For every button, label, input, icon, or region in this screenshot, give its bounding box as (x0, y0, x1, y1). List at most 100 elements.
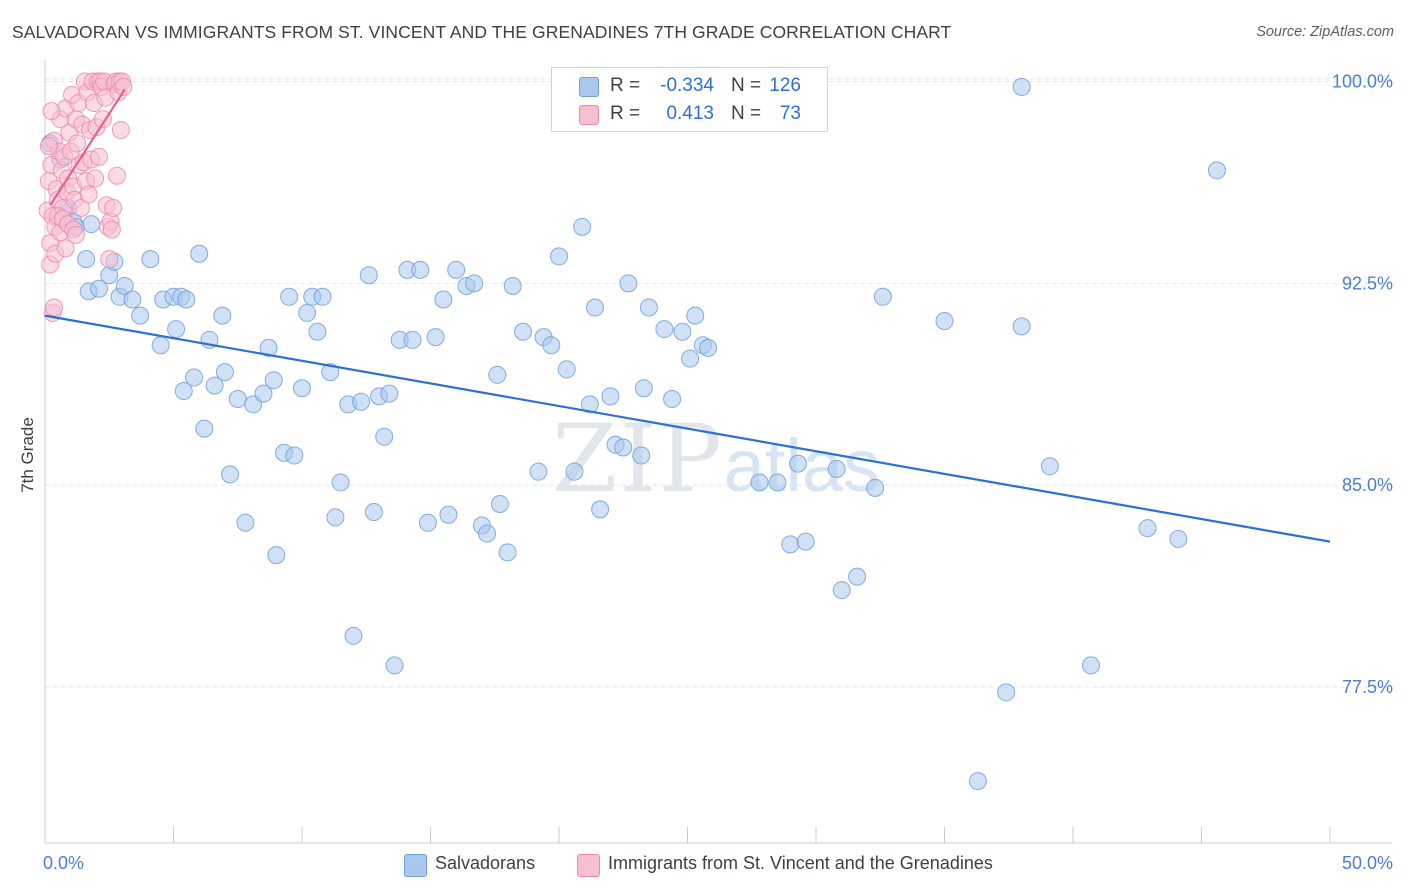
st-vincent-point (42, 102, 61, 121)
salvadoran-point (298, 303, 317, 322)
salvadoran-point (380, 384, 399, 403)
salvadoran-point (827, 459, 846, 478)
salvadoran-point (82, 215, 101, 234)
salvadoran-point (326, 508, 345, 527)
salvadoran-point (634, 379, 653, 398)
salvadoran-point (873, 287, 892, 306)
salvadoran-point (1012, 77, 1031, 96)
salvadoran-point (565, 462, 584, 481)
salvadoran-point (997, 683, 1016, 702)
salvadoran-point (375, 427, 394, 446)
salvadoran-point (935, 312, 954, 330)
salvadoran-point (1138, 519, 1157, 538)
salvadoran-point (465, 274, 484, 293)
salvadoran-point (601, 387, 620, 406)
n-label: N = (731, 103, 762, 124)
salvadoran-point (768, 473, 787, 492)
salvadoran-point (490, 494, 509, 513)
st-vincent-point (71, 198, 90, 217)
salvadoran-trend-line (44, 314, 1331, 543)
salvadoran-point (585, 298, 604, 317)
legend-item-salvadorans[interactable]: Salvadorans (404, 852, 604, 878)
salvadoran-point (434, 290, 453, 309)
legend-label: Immigrants from St. Vincent and the Gren… (608, 853, 993, 873)
r-label: R = (610, 75, 641, 96)
salvadoran-point (177, 290, 196, 309)
points-layer (38, 72, 1226, 791)
y-tick-label: 92.5% (1342, 273, 1393, 293)
salvadoran-point (185, 368, 204, 387)
y-tick-label: 85.0% (1342, 475, 1393, 495)
salvadoran-point (254, 384, 273, 403)
salvadoran-point (426, 328, 445, 347)
salvadoran-point (190, 244, 209, 263)
salvadoran-point (573, 217, 592, 236)
salvadoran-point (236, 513, 255, 532)
salvadoran-point (285, 446, 304, 465)
x-tick-label: 50.0% (1342, 853, 1393, 873)
salvadoran-point (359, 266, 378, 285)
y-tick-label: 77.5% (1342, 677, 1393, 697)
salvadoran-point (385, 656, 404, 675)
grid-layer (45, 78, 1392, 688)
st-vincent-point (111, 120, 130, 139)
salvadoran-point (498, 543, 517, 562)
salvadoran-point (195, 419, 214, 438)
salvadoran-point (550, 247, 568, 266)
stats-row-salvadorans: R = -0.334 N = 126 (552, 72, 827, 100)
salvadoran-point (131, 306, 150, 325)
st-vincent-point (107, 166, 126, 185)
salvadoran-point (529, 462, 548, 481)
st-vincent-point (39, 137, 58, 156)
salvadoran-point (228, 390, 247, 409)
salvadoran-point (331, 473, 350, 492)
salvadoran-point (614, 438, 633, 457)
salvadoran-point (673, 322, 692, 341)
salvadoran-point (1040, 457, 1059, 476)
legend-label: Salvadorans (435, 853, 536, 873)
n-value: 73 (779, 103, 801, 124)
salvadoran-point (789, 454, 808, 473)
st-vincent-swatch-icon (579, 105, 599, 125)
salvadoran-point (280, 287, 299, 306)
salvadoran-point (848, 567, 867, 586)
salvadoran-point (364, 503, 383, 522)
st-vincent-point (104, 198, 123, 217)
salvadoran-point (968, 772, 987, 791)
salvadoran-point (352, 392, 371, 411)
salvadoran-point (174, 381, 193, 400)
axis-layer (44, 60, 1392, 844)
salvadoran-point (632, 446, 651, 465)
salvadoran-point (781, 535, 800, 554)
salvadoran-point (89, 279, 108, 298)
st-vincent-point (114, 77, 133, 96)
salvadoran-point (488, 365, 507, 384)
stats-legend: R = -0.334 N = 126 R = 0.413 N = 73 (551, 67, 828, 132)
st-vincent-legend-icon (577, 854, 600, 877)
salvadoran-point (267, 546, 286, 565)
salvadoran-point (503, 277, 522, 296)
salvadoran-point (1207, 161, 1226, 180)
salvadoran-point (663, 390, 682, 409)
salvadoran-point (619, 274, 638, 293)
salvadoran-point (580, 395, 599, 414)
salvadoran-point (411, 260, 430, 279)
st-vincent-point (89, 147, 108, 166)
salvadoran-point (478, 524, 497, 543)
salvadoran-point (167, 320, 186, 339)
salvadoran-point (1169, 529, 1188, 548)
salvadoran-point (1081, 656, 1100, 675)
legend-item-st-vincent[interactable]: Immigrants from St. Vincent and the Gren… (577, 852, 1057, 878)
st-vincent-point (56, 239, 75, 258)
salvadoran-point (439, 505, 458, 524)
n-label: N = (731, 75, 762, 96)
salvadoran-point (213, 306, 232, 325)
n-value: 126 (769, 75, 801, 96)
watermark: ZIPatlas (552, 405, 880, 514)
salvadoran-point (514, 322, 533, 341)
salvadoran-point (77, 250, 96, 269)
salvadoran-point (832, 581, 851, 600)
salvadoran-point (205, 376, 224, 395)
chart-source: Source: ZipAtlas.com (1256, 24, 1394, 40)
salvadoran-point (151, 336, 170, 355)
